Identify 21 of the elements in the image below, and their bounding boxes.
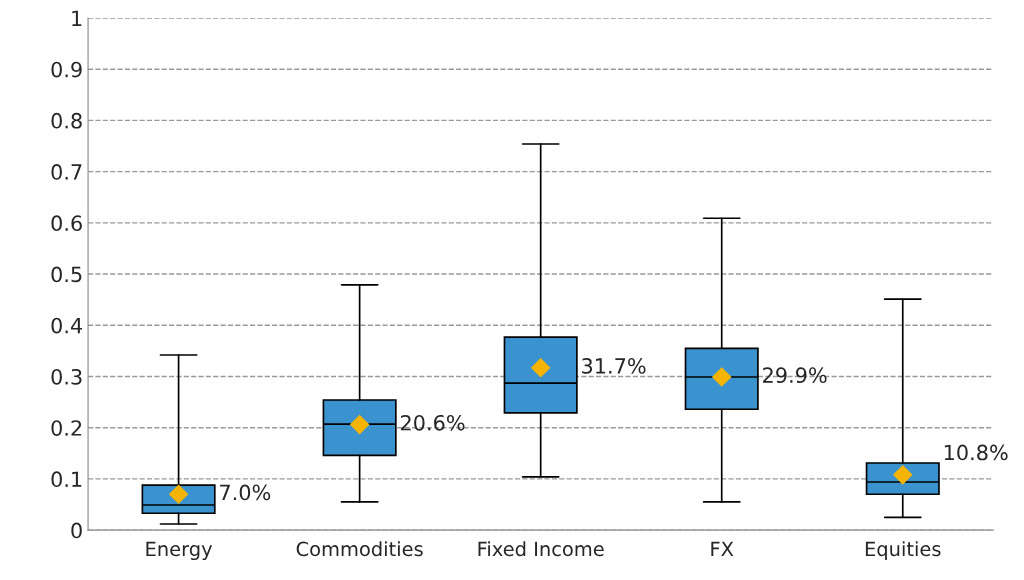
y-tick-label: 1 <box>72 10 82 26</box>
annotation: 31.7% <box>582 358 646 374</box>
annotation: 20.6% <box>400 414 465 431</box>
annotation: 29.9% <box>763 367 827 384</box>
x-tick-label: Commodities <box>296 541 423 557</box>
x-tick-label: FX <box>711 541 734 557</box>
y-tick-label: 0.5 <box>51 266 82 283</box>
y-tick-label: 0 <box>71 522 82 539</box>
y-tick-label: 0.1 <box>51 471 82 488</box>
annotation: 10.8% <box>944 444 1008 461</box>
x-tick-label: Equities <box>865 541 941 561</box>
y-tick-label: 0.4 <box>51 317 83 334</box>
y-tick-label: 0.3 <box>51 368 82 385</box>
y-tick-label: 0.6 <box>51 215 82 232</box>
x-tick-label: Fixed Income <box>478 541 604 557</box>
x-tick-label: Energy <box>146 541 213 561</box>
annotation: 7.0% <box>220 484 271 501</box>
y-tick-label: 0.2 <box>51 420 82 436</box>
y-tick-label: 0.9 <box>51 61 82 78</box>
y-tick-label: 0.7 <box>51 164 82 180</box>
y-tick-label: 0.8 <box>51 112 82 129</box>
